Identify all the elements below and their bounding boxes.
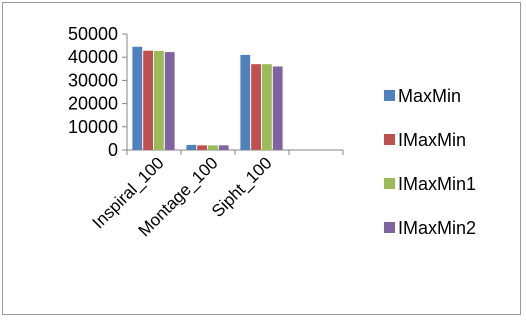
y-tick-label: 50000	[68, 24, 118, 44]
bar	[186, 144, 197, 150]
bar	[251, 64, 261, 150]
bar	[240, 54, 251, 150]
bar	[218, 145, 229, 150]
bar	[164, 52, 175, 150]
legend-swatch	[384, 222, 395, 233]
y-tick-label: 10000	[68, 117, 118, 137]
chart-frame	[2, 2, 521, 315]
bar	[208, 145, 218, 150]
legend-label: MaxMin	[398, 86, 461, 106]
bar	[154, 50, 164, 150]
bar	[132, 46, 143, 151]
bar	[262, 64, 272, 150]
bar	[272, 66, 283, 150]
bar	[143, 50, 153, 151]
legend-label: IMaxMin1	[398, 174, 476, 194]
y-tick-label: 0	[108, 140, 118, 160]
legend-label: IMaxMin	[398, 130, 466, 150]
legend-swatch	[384, 134, 395, 145]
legend-swatch	[384, 178, 395, 189]
y-tick-label: 40000	[68, 47, 118, 67]
bar	[197, 145, 207, 150]
legend-swatch	[384, 90, 395, 101]
y-tick-label: 30000	[68, 70, 118, 90]
y-tick-label: 20000	[68, 94, 118, 114]
legend-label: IMaxMin2	[398, 218, 476, 238]
